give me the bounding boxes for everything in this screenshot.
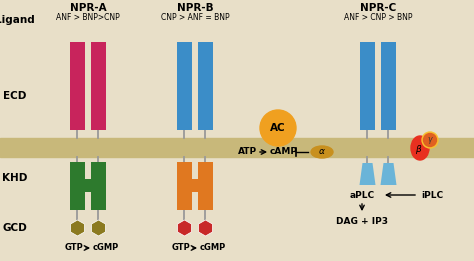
Text: $\beta$: $\beta$ <box>415 144 423 157</box>
Text: CNP > ANF = BNP: CNP > ANF = BNP <box>161 14 229 22</box>
Text: Ligand: Ligand <box>0 15 35 25</box>
Bar <box>198 42 213 130</box>
Bar <box>91 162 106 210</box>
Text: AC: AC <box>270 123 286 133</box>
Text: KHD: KHD <box>2 173 27 183</box>
Text: cGMP: cGMP <box>93 244 119 252</box>
Bar <box>177 42 192 130</box>
Text: ANF > BNP>CNP: ANF > BNP>CNP <box>56 14 120 22</box>
Text: ATP: ATP <box>238 147 257 157</box>
Text: iPLC: iPLC <box>421 191 443 199</box>
Bar <box>179 179 211 192</box>
Ellipse shape <box>311 146 333 158</box>
Text: ECD: ECD <box>3 91 27 101</box>
Text: NPR-B: NPR-B <box>177 3 213 13</box>
Polygon shape <box>381 163 396 185</box>
Bar <box>381 42 396 130</box>
Bar <box>0 138 474 157</box>
Bar <box>72 179 104 192</box>
Text: GTP: GTP <box>172 244 191 252</box>
Circle shape <box>260 110 296 146</box>
Text: GCD: GCD <box>3 223 27 233</box>
Polygon shape <box>199 220 212 236</box>
Text: aPLC: aPLC <box>349 191 374 199</box>
Ellipse shape <box>411 136 429 160</box>
Text: cGMP: cGMP <box>200 244 226 252</box>
Bar <box>70 162 85 210</box>
Polygon shape <box>91 220 105 236</box>
Polygon shape <box>178 220 191 236</box>
Bar <box>177 162 192 210</box>
Circle shape <box>423 133 437 146</box>
Text: GTP: GTP <box>64 244 83 252</box>
Circle shape <box>422 132 438 148</box>
Bar <box>360 42 375 130</box>
Text: $\gamma$: $\gamma$ <box>427 134 433 145</box>
Bar <box>198 162 213 210</box>
Polygon shape <box>359 163 375 185</box>
Polygon shape <box>71 220 84 236</box>
Bar <box>91 42 106 130</box>
Text: cAMP: cAMP <box>270 147 298 157</box>
Text: NPR-C: NPR-C <box>360 3 396 13</box>
Text: $\alpha$: $\alpha$ <box>318 147 326 157</box>
Text: ANF > CNP > BNP: ANF > CNP > BNP <box>344 14 412 22</box>
Text: NPR-A: NPR-A <box>70 3 106 13</box>
Text: DAG + IP3: DAG + IP3 <box>336 217 388 227</box>
Bar <box>70 42 85 130</box>
